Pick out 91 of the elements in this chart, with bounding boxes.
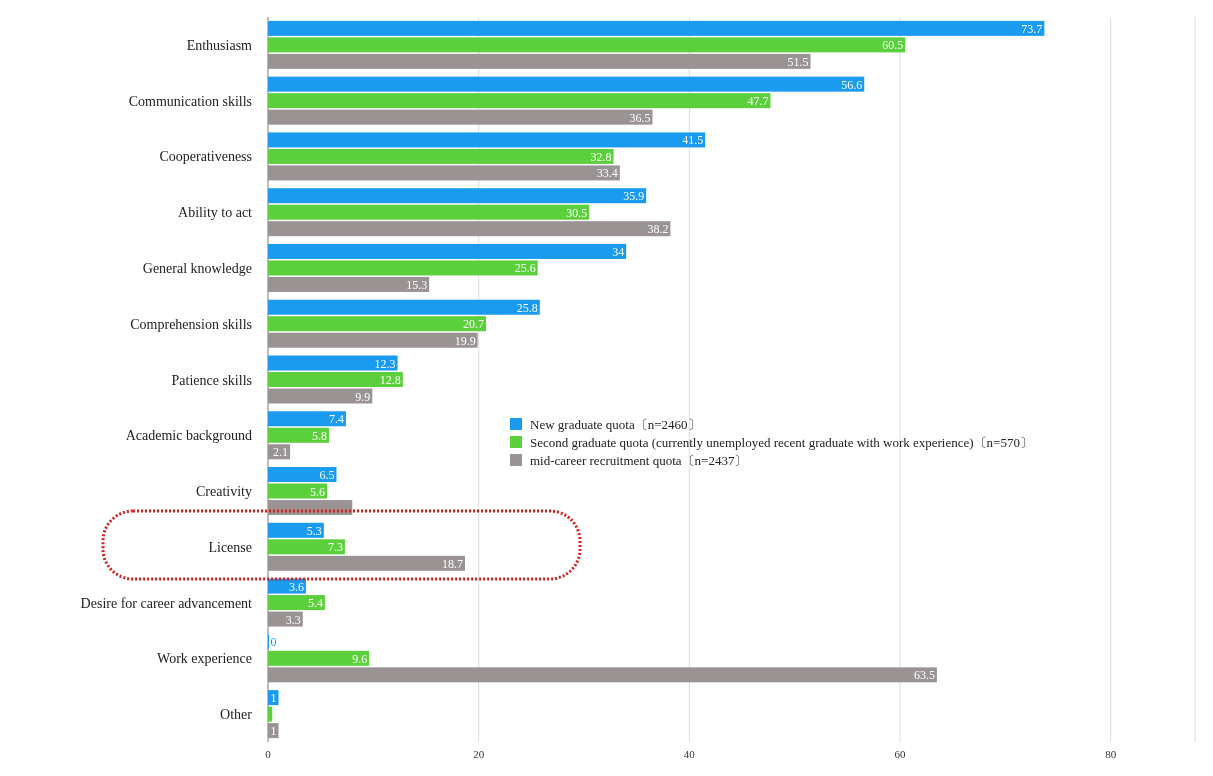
bar bbox=[268, 372, 403, 387]
bar bbox=[268, 204, 590, 220]
y-tick-label: Academic background bbox=[125, 428, 252, 444]
data-label: 34 bbox=[612, 244, 625, 259]
x-tick-label: 80 bbox=[1105, 748, 1117, 760]
bar bbox=[268, 667, 937, 683]
y-tick-label: Cooperativeness bbox=[159, 149, 252, 165]
bar bbox=[268, 388, 373, 404]
y-tick-label: Ability to act bbox=[178, 205, 253, 221]
data-label: 12.8 bbox=[379, 373, 401, 387]
bar bbox=[268, 332, 478, 348]
y-tick-label: Creativity bbox=[196, 484, 252, 500]
data-label: 47.7 bbox=[747, 94, 769, 109]
data-label: 5.3 bbox=[306, 523, 322, 538]
y-tick-label: Other bbox=[220, 707, 253, 723]
bar bbox=[268, 53, 811, 69]
bar bbox=[268, 299, 540, 315]
bar bbox=[268, 132, 706, 148]
bar bbox=[268, 260, 538, 276]
y-tick-label: Desire for career advancement bbox=[80, 595, 253, 611]
data-label: 25.6 bbox=[514, 261, 536, 276]
bar bbox=[268, 76, 865, 92]
bar bbox=[268, 93, 771, 109]
bar bbox=[268, 500, 353, 516]
y-tick-label: Enthusiasm bbox=[186, 37, 253, 53]
data-label: 9.6 bbox=[352, 651, 368, 666]
bar bbox=[268, 427, 330, 443]
y-tick-label: License bbox=[208, 539, 252, 555]
bar bbox=[268, 522, 324, 538]
bar bbox=[268, 276, 430, 292]
data-label: 20.7 bbox=[463, 317, 485, 332]
y-tick-label: Communication skills bbox=[128, 93, 252, 109]
data-label: 15.3 bbox=[406, 277, 428, 292]
data-label: 51.5 bbox=[787, 54, 809, 69]
data-label: 30.5 bbox=[566, 205, 588, 220]
bar bbox=[268, 221, 671, 237]
bar bbox=[268, 650, 370, 666]
data-label: 5.6 bbox=[309, 484, 325, 499]
bar bbox=[268, 555, 465, 571]
data-label: 73.7 bbox=[1021, 21, 1043, 36]
y-tick-label: Patience skills bbox=[171, 372, 252, 388]
bar bbox=[268, 316, 487, 332]
data-label: 5.8 bbox=[312, 428, 328, 443]
data-label: 25.8 bbox=[516, 300, 538, 315]
bar bbox=[268, 483, 327, 499]
data-label: 56.6 bbox=[841, 77, 863, 92]
legend-label: Second graduate quota (currently unemployed recent graduate with work experience)〔n=570〕 bbox=[530, 435, 1033, 450]
data-label: 19.9 bbox=[454, 333, 476, 348]
y-tick-label: General knowledge bbox=[142, 260, 252, 276]
bar bbox=[268, 467, 337, 483]
bar bbox=[268, 595, 325, 611]
data-label: 35.9 bbox=[623, 189, 645, 204]
bar bbox=[268, 148, 614, 164]
bar bbox=[268, 411, 346, 427]
x-tick-label: 20 bbox=[473, 748, 485, 760]
x-tick-label: 60 bbox=[894, 748, 907, 760]
x-tick-label: 40 bbox=[683, 748, 696, 760]
data-label: 41.5 bbox=[682, 133, 704, 148]
bar bbox=[268, 109, 653, 125]
data-label: 33.4 bbox=[596, 166, 618, 181]
data-label: 6.5 bbox=[319, 468, 335, 483]
x-tick-label: 0 bbox=[265, 748, 272, 760]
data-label: 18.7 bbox=[441, 556, 463, 571]
data-label: 3.6 bbox=[288, 579, 304, 594]
bar bbox=[268, 243, 627, 259]
bar bbox=[268, 165, 620, 181]
bar bbox=[268, 539, 345, 555]
data-label: 3.3 bbox=[285, 612, 301, 627]
data-label: 0 bbox=[270, 635, 277, 650]
data-label: 60.5 bbox=[882, 38, 904, 53]
legend-label: mid-career recruitment quota〔n=2437〕 bbox=[530, 453, 748, 468]
data-label: 1 bbox=[270, 691, 277, 706]
bar bbox=[268, 355, 398, 371]
legend-label: New graduate quota〔n=2460〕 bbox=[530, 417, 701, 432]
data-label: 1 bbox=[270, 724, 277, 739]
data-label: 9.9 bbox=[355, 389, 371, 404]
y-tick-label: Comprehension skills bbox=[130, 316, 252, 332]
data-label: 12.3 bbox=[374, 356, 396, 371]
data-label: 38.2 bbox=[647, 222, 669, 237]
data-label: 36.5 bbox=[629, 110, 651, 125]
data-label: 5.4 bbox=[307, 596, 323, 611]
bar bbox=[268, 37, 906, 53]
bar bbox=[268, 188, 647, 204]
data-label: 7.4 bbox=[328, 412, 344, 427]
data-label: 63.5 bbox=[913, 668, 935, 683]
data-label: 2.1 bbox=[273, 445, 289, 460]
bar bbox=[268, 20, 1045, 36]
y-tick-label: Work experience bbox=[157, 651, 252, 667]
bar bbox=[268, 706, 273, 722]
data-label: 32.8 bbox=[590, 149, 612, 164]
data-label: 7.3 bbox=[327, 540, 343, 555]
